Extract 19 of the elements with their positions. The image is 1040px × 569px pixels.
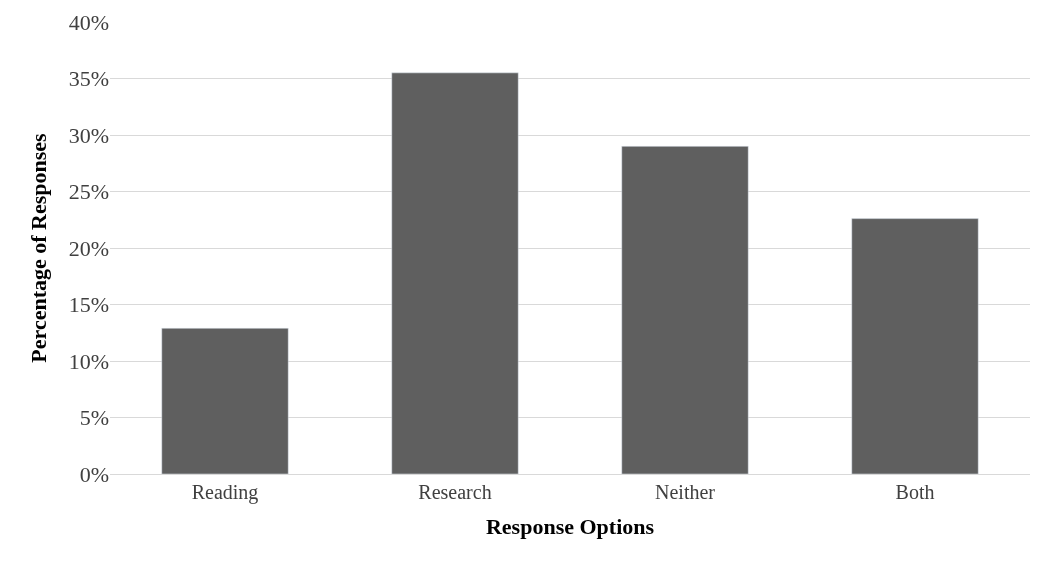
y-axis-title: Percentage of Responses: [26, 132, 52, 363]
bar: [391, 72, 519, 474]
y-tick-label: 0%: [79, 461, 109, 487]
x-tick-label: Reading: [191, 481, 259, 504]
y-tick-label: 15%: [68, 292, 109, 318]
y-tick-label: 30%: [68, 122, 109, 148]
y-tick-label: 35%: [68, 66, 109, 92]
x-tick-label: Research: [418, 481, 492, 503]
y-tick-label: 40%: [68, 9, 109, 35]
x-axis-title: Response Options: [485, 513, 655, 539]
bar: [621, 146, 749, 474]
y-tick-label: 25%: [68, 179, 109, 205]
y-tick-label: 10%: [68, 348, 109, 374]
bar: [851, 218, 979, 474]
bar: [161, 327, 289, 474]
x-tick-label: Both: [895, 481, 935, 503]
y-tick-label: 20%: [68, 235, 109, 261]
x-tick-label: Neither: [655, 481, 716, 503]
y-tick-label: 5%: [79, 405, 109, 431]
